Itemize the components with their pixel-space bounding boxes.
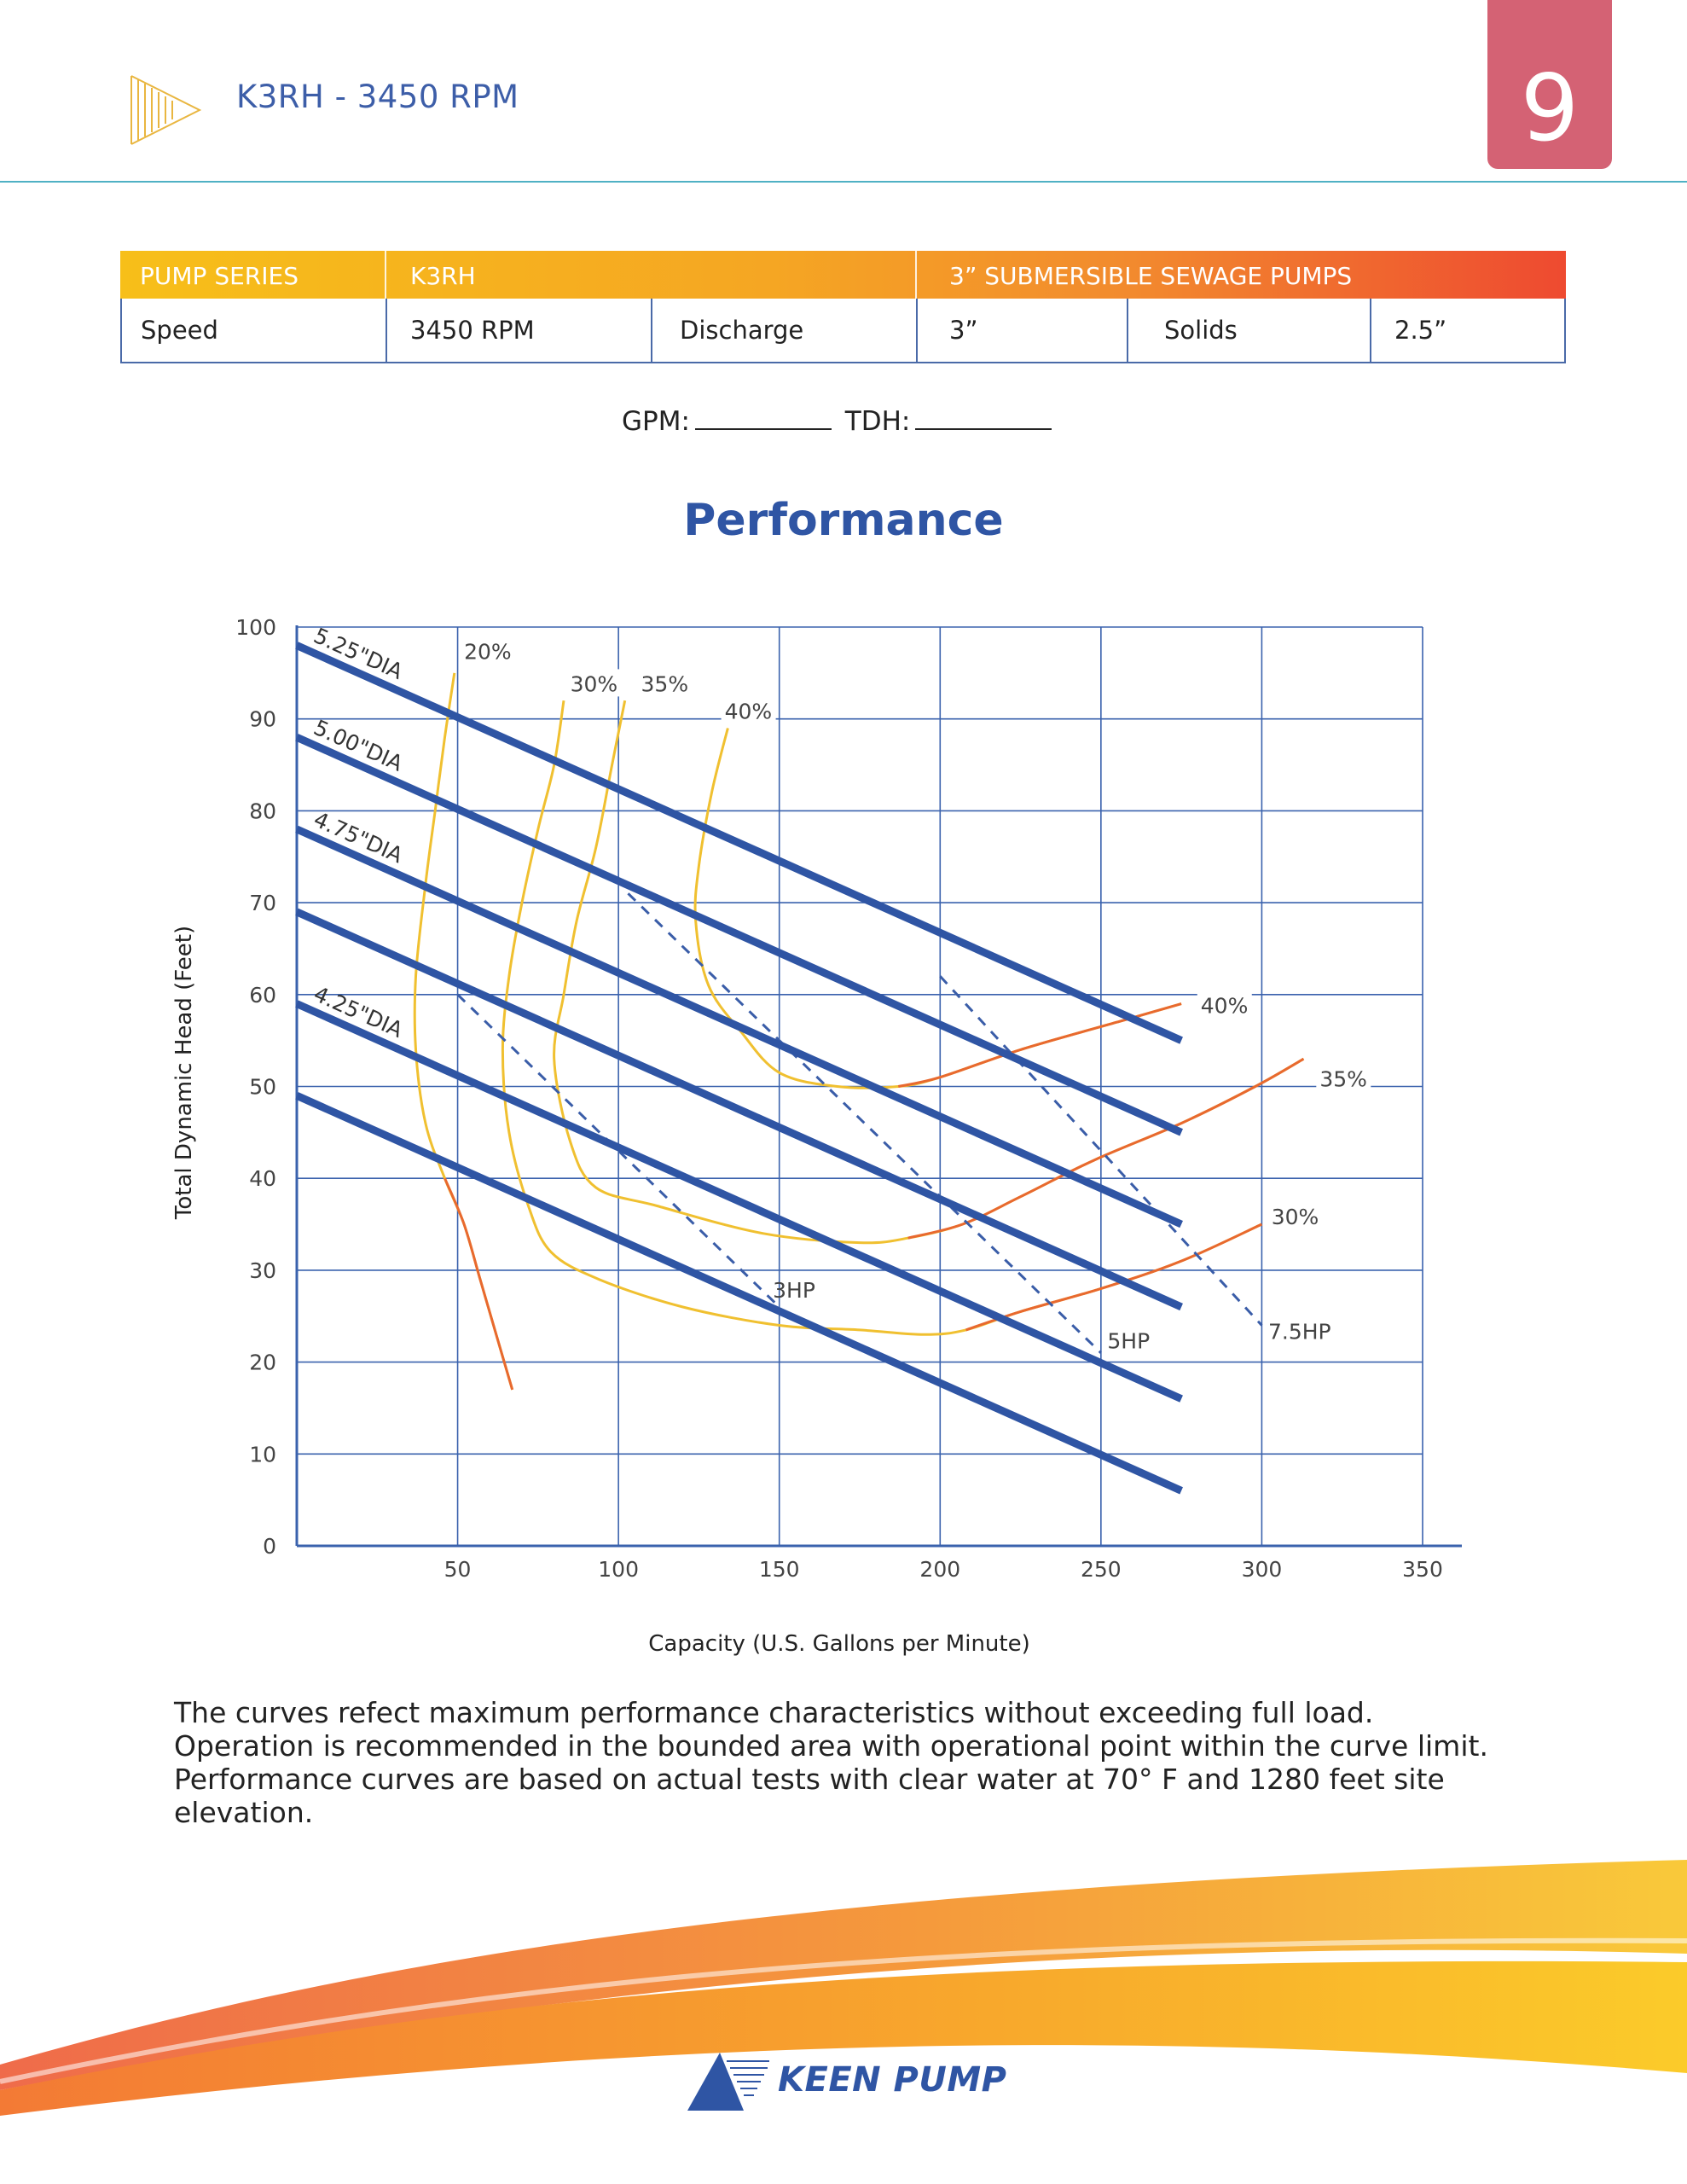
efficiency-limit-curve: [443, 1177, 514, 1391]
efficiency-label-bg: [1316, 1064, 1371, 1092]
speed-value: 3450 RPM: [410, 316, 535, 345]
efficiency-label: 40%: [725, 700, 773, 724]
cell-divider: [1127, 299, 1128, 362]
y-tick-label: 80: [249, 799, 276, 823]
hp-limit-line: [627, 892, 1102, 1354]
y-tick-label: 100: [235, 615, 276, 640]
y-tick-label: 20: [249, 1350, 276, 1375]
pump-category: 3” SUBMERSIBLE SEWAGE PUMPS: [949, 262, 1353, 290]
y-tick-label: 30: [249, 1258, 276, 1283]
x-tick-label: 200: [919, 1557, 960, 1582]
y-tick-label: 10: [249, 1442, 276, 1467]
section-title: Performance: [683, 495, 1004, 546]
efficiency-curve: [413, 672, 514, 1391]
header-cell-divider: [385, 251, 386, 299]
x-tick-label: 300: [1242, 1557, 1283, 1582]
y-tick-label: 70: [249, 891, 276, 915]
y-tick-label: 60: [249, 983, 276, 1008]
gpm-tdh-line: GPM: TDH:: [622, 406, 1057, 437]
speed-label: Speed: [141, 316, 218, 345]
impeller-curves: [295, 642, 1183, 1495]
spec-table: PUMP SERIES K3RH 3” SUBMERSIBLE SEWAGE P…: [120, 251, 1566, 363]
discharge-label: Discharge: [680, 316, 804, 345]
efficiency-label-bg: [1267, 1202, 1323, 1230]
gpm-label: GPM:: [622, 406, 690, 437]
efficiency-curve: [553, 700, 1305, 1245]
impeller-diameter-line: [295, 1000, 1183, 1403]
hp-limit-lines: [456, 892, 1263, 1354]
note-line: Performance curves are based on actual t…: [174, 1763, 1445, 1796]
efficiency-label-bg: [461, 636, 516, 665]
note-line: elevation.: [174, 1796, 314, 1829]
hp-limit-line: [939, 975, 1263, 1327]
tdh-input[interactable]: [915, 406, 1052, 430]
x-tick-label: 250: [1081, 1557, 1122, 1582]
header-logo-icon: [130, 75, 202, 145]
performance-chart: 0 10 20 30 40 50 60 70 80 90 100 50 100 150 200 250 300 3…: [171, 615, 1462, 1657]
header-divider: [0, 181, 1687, 183]
footer-wave-decoration: [0, 1860, 1687, 2116]
footer-brand: KEEN PUMP: [687, 2048, 1006, 2112]
efficiency-label: 20%: [464, 640, 512, 665]
page-number-badge: 9: [1487, 0, 1612, 169]
efficiency-curve: [693, 728, 1182, 1089]
efficiency-label: 35%: [1319, 1067, 1367, 1092]
impeller-diameter-line: [295, 908, 1183, 1311]
solids-label: Solids: [1164, 316, 1238, 345]
hp-label: 3HP: [773, 1278, 815, 1303]
cell-divider: [651, 299, 652, 362]
efficiency-label: 35%: [641, 671, 689, 696]
tdh-label: TDH:: [844, 406, 911, 437]
page-number: 9: [1520, 55, 1580, 162]
note-line: The curves refect maximum performance ch…: [174, 1696, 1374, 1729]
efficiency-label-bg: [721, 696, 776, 724]
efficiency-limit-curve: [907, 1057, 1305, 1240]
efficiency-curves: [413, 672, 1305, 1391]
keen-pump-logo-icon: [687, 2053, 769, 2111]
x-tick-label: 350: [1402, 1557, 1443, 1582]
impeller-diameter-line: [295, 1092, 1183, 1495]
cell-divider: [386, 299, 387, 362]
y-tick-label: 40: [249, 1166, 276, 1191]
spec-table-header: PUMP SERIES K3RH 3” SUBMERSIBLE SEWAGE P…: [120, 251, 1566, 299]
x-tick-label: 100: [598, 1557, 639, 1582]
y-tick-label: 0: [263, 1534, 276, 1559]
y-tick-label: 50: [249, 1075, 276, 1100]
x-axis-label: Capacity (U.S. Gallons per Minute): [648, 1631, 1029, 1657]
cell-divider: [1370, 299, 1371, 362]
hp-label: 5HP: [1107, 1328, 1150, 1353]
efficiency-label: 40%: [1201, 993, 1249, 1018]
impeller-diameter-line: [295, 825, 1183, 1228]
efficiency-limit-curve: [897, 1002, 1182, 1088]
note-line: Operation is recommended in the bounded …: [174, 1729, 1488, 1763]
x-tick-label: 50: [444, 1557, 472, 1582]
header-title: K3RH - 3450 RPM: [236, 78, 519, 115]
spec-table-row: Speed 3450 RPM Discharge 3” Solids 2.5”: [120, 299, 1566, 363]
x-tick-label: 150: [759, 1557, 800, 1582]
impeller-diameter-line: [295, 642, 1183, 1044]
efficiency-label-bg: [1197, 990, 1252, 1019]
brand-name: KEEN PUMP: [778, 2060, 1007, 2100]
solids-value: 2.5”: [1394, 316, 1447, 345]
discharge-value: 3”: [949, 316, 978, 345]
efficiency-label-bg: [637, 669, 693, 697]
efficiency-label-bg: [566, 669, 622, 697]
y-axis-label: Total Dynamic Head (Feet): [171, 926, 197, 1220]
performance-note: The curves refect maximum performance ch…: [174, 1696, 1556, 1829]
impeller-diameter-line: [295, 734, 1183, 1136]
cell-divider: [916, 299, 918, 362]
gpm-input[interactable]: [694, 406, 832, 430]
pump-series-value: K3RH: [410, 262, 476, 290]
header-cell-divider: [915, 251, 917, 299]
efficiency-label: 30%: [571, 671, 618, 696]
chart-ticks: 0 10 20 30 40 50 60 70 80 90 100 50 100 150 200 250 300 3…: [235, 615, 1443, 1582]
y-tick-label: 90: [249, 707, 276, 732]
pump-series-label: PUMP SERIES: [140, 262, 299, 290]
efficiency-label: 30%: [1272, 1205, 1319, 1229]
hp-label: 7.5HP: [1268, 1320, 1331, 1345]
